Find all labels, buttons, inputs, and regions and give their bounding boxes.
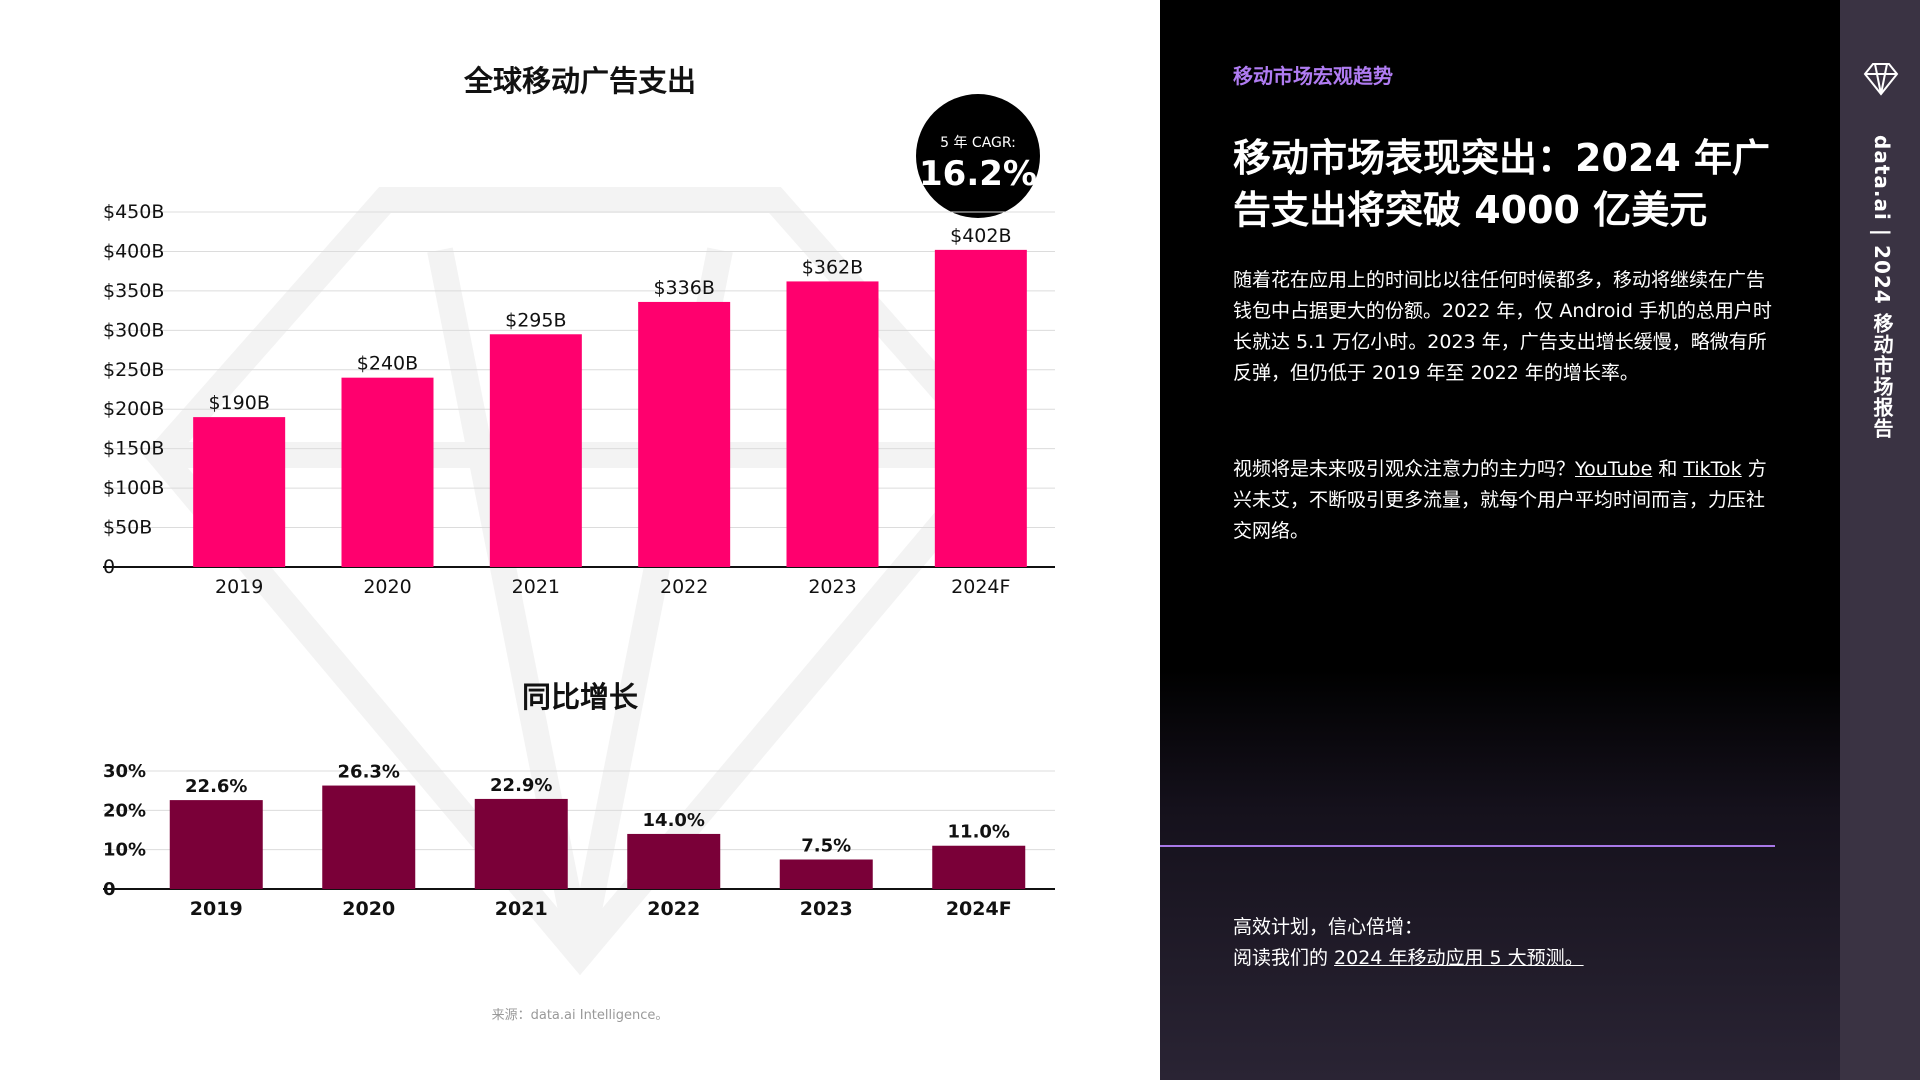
- data-label: $295B: [505, 309, 566, 331]
- data-label: 22.6%: [185, 776, 247, 797]
- data-label: $190B: [208, 392, 269, 414]
- ad-spend-bar-chart: 0$50B$100B$150B$200B$250B$300B$350B$400B…: [103, 201, 1055, 598]
- data-label: 26.3%: [338, 762, 400, 783]
- body-paragraph-2: 视频将是未来吸引观众注意力的主力吗？YouTube 和 TikTok 方兴未艾，…: [1233, 454, 1778, 547]
- bar: [169, 800, 263, 889]
- x-tick-label: 2024F: [951, 576, 1010, 598]
- bar: [627, 833, 721, 889]
- data-label: 7.5%: [801, 836, 851, 857]
- section-divider: [1160, 845, 1775, 847]
- data-label: 14.0%: [643, 810, 705, 831]
- bar: [786, 281, 879, 567]
- x-tick-label: 2023: [800, 898, 853, 920]
- tiktok-link[interactable]: TikTok: [1683, 458, 1742, 480]
- x-tick-label: 2022: [660, 576, 708, 598]
- x-tick-label: 2022: [647, 898, 700, 920]
- bar: [638, 301, 731, 567]
- cta-block: 高效计划，信心倍增： 阅读我们的 2024 年移动应用 5 大预测。: [1233, 912, 1778, 974]
- y-tick-label: $300B: [103, 319, 164, 341]
- y-tick-label: $100B: [103, 477, 164, 499]
- section-kicker: 移动市场宏观趋势: [1233, 64, 1393, 88]
- y-tick-label: 20%: [103, 800, 146, 821]
- side-strip: [1840, 0, 1920, 1080]
- source-note: 来源：data.ai Intelligence。: [491, 1008, 669, 1023]
- youtube-link[interactable]: YouTube: [1575, 458, 1653, 480]
- main-chart-title: 全球移动广告支出: [463, 64, 696, 98]
- cagr-badge: 5 年 CAGR: 16.2%: [916, 94, 1040, 218]
- data-label: $336B: [653, 277, 714, 299]
- data-label: $240B: [357, 353, 418, 375]
- data-label: 11.0%: [948, 822, 1010, 843]
- data-label: $362B: [802, 256, 863, 278]
- y-tick-label: 10%: [103, 840, 146, 861]
- yoy-growth-bar-chart: 010%20%30%22.6%201926.3%202022.9%202114.…: [103, 761, 1055, 920]
- cta-prefix: 阅读我们的: [1233, 947, 1335, 969]
- y-tick-label: 30%: [103, 761, 146, 782]
- y-tick-label: $50B: [103, 517, 152, 539]
- y-tick-label: $400B: [103, 240, 164, 262]
- y-tick-label: $200B: [103, 398, 164, 420]
- cagr-label: 5 年 CAGR:: [940, 135, 1016, 151]
- bar: [489, 334, 582, 567]
- y-tick-label: $150B: [103, 438, 164, 460]
- bar: [779, 859, 873, 889]
- x-tick-label: 2020: [342, 898, 395, 920]
- y-tick-label: $250B: [103, 359, 164, 381]
- x-tick-label: 2023: [808, 576, 856, 598]
- bar: [474, 798, 568, 889]
- bar: [932, 845, 1026, 889]
- y-tick-label: $450B: [103, 201, 164, 223]
- cagr-value: 16.2%: [919, 154, 1037, 194]
- bar: [322, 785, 416, 889]
- chart-panel: 全球移动广告支出 5 年 CAGR: 16.2% 0 $50B $100B $150B…: [103, 64, 1055, 1023]
- text-panel: 移动市场宏观趋势 移动市场表现突出：2024 年广告支出将突破 4000 亿美元…: [1160, 0, 1840, 1080]
- bar: [193, 417, 286, 567]
- data-label: $402B: [950, 225, 1011, 247]
- data-label: 22.9%: [490, 775, 552, 796]
- x-tick-label: 2021: [512, 576, 560, 598]
- para2-text: 视频将是未来吸引观众注意力的主力吗？: [1233, 458, 1576, 480]
- para2-tail: 方兴未艾，不断吸引更多流量，就每个用户平均时间而言，力压社交网络。: [1233, 458, 1767, 542]
- para2-mid: 和: [1652, 458, 1684, 480]
- x-tick-label: 2019: [190, 898, 243, 920]
- y-tick-label: $350B: [103, 280, 164, 302]
- x-tick-label: 2024F: [946, 898, 1012, 920]
- yoy-chart-title: 同比增长: [521, 680, 638, 714]
- bar: [934, 249, 1027, 567]
- cta-line-1: 高效计划，信心倍增：: [1233, 916, 1424, 938]
- x-tick-label: 2019: [215, 576, 263, 598]
- report-vertical-title: data.ai | 2024 移动市场报告: [1870, 135, 1894, 439]
- bar: [341, 377, 434, 567]
- predictions-link[interactable]: 2024 年移动应用 5 大预测。: [1334, 947, 1584, 969]
- x-tick-label: 2021: [495, 898, 548, 920]
- x-tick-label: 2020: [363, 576, 411, 598]
- diamond-logo-icon: [1863, 63, 1899, 96]
- body-paragraph-1: 随着花在应用上的时间比以往任何时候都多，移动将继续在广告钱包中占据更大的份额。2…: [1233, 269, 1772, 384]
- headline: 移动市场表现突出：2024 年广告支出将突破 4000 亿美元: [1233, 136, 1770, 232]
- cta-line-2: 阅读我们的 2024 年移动应用 5 大预测。: [1233, 943, 1778, 974]
